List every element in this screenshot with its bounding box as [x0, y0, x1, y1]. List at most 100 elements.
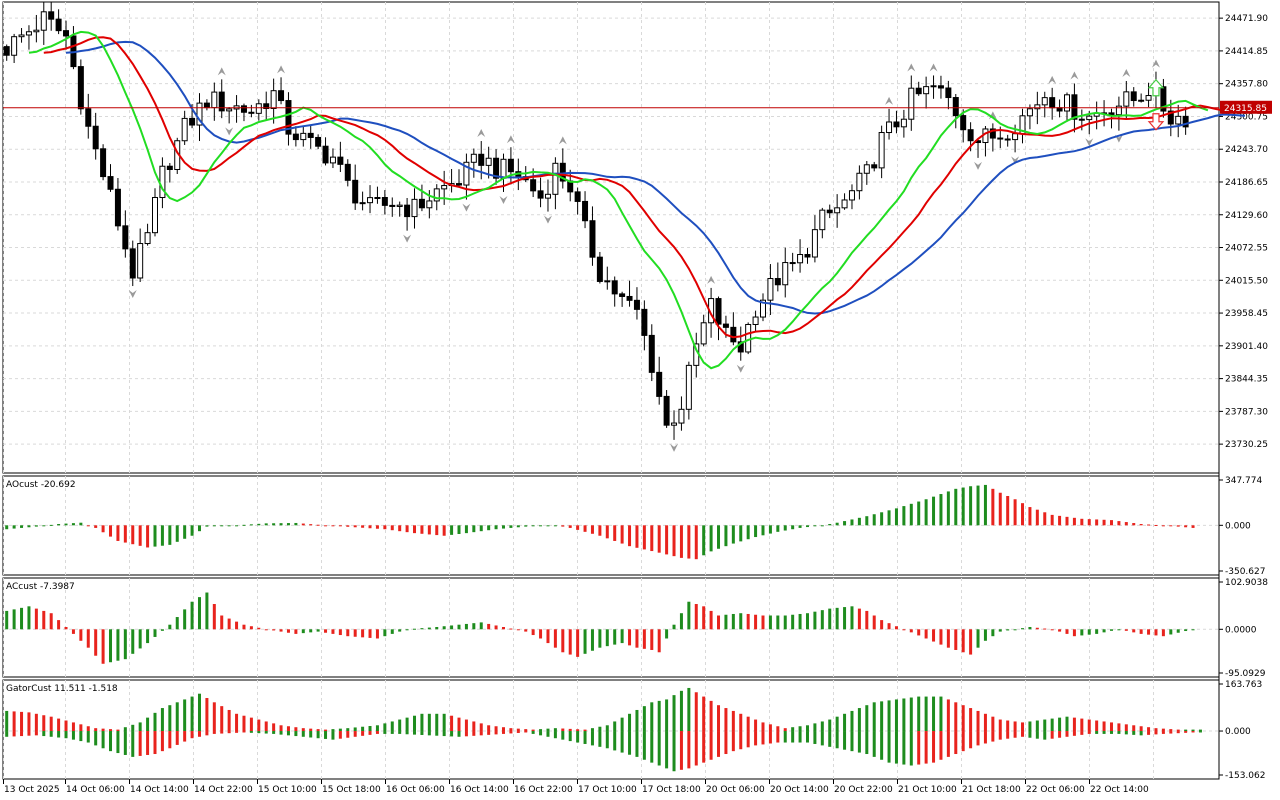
histogram-bar	[160, 525, 164, 546]
gator-lower-bar	[1139, 731, 1143, 736]
gator-lower-bar	[375, 731, 379, 734]
gator-lower-bar	[561, 731, 565, 740]
gator-upper-bar	[420, 713, 424, 732]
histogram-bar	[153, 525, 157, 547]
candle	[989, 128, 996, 139]
histogram-bar	[338, 629, 342, 636]
candle	[85, 108, 92, 127]
candle	[1123, 91, 1130, 107]
gator-upper-bar	[168, 705, 172, 732]
histogram-bar	[902, 629, 906, 631]
candle	[411, 198, 418, 218]
histogram-bar	[946, 629, 950, 648]
gator-upper-bar	[413, 715, 417, 732]
gator-lower-bar	[309, 731, 313, 738]
gator-upper-bar	[450, 715, 454, 732]
gator-upper-bar	[272, 723, 276, 732]
gator-lower-bar	[739, 731, 743, 750]
histogram-bar	[153, 629, 157, 637]
gator-lower-bar	[828, 731, 832, 747]
candle	[114, 188, 121, 227]
gator-upper-bar	[791, 727, 795, 732]
price-tick-label: 24414.85	[1225, 47, 1268, 57]
gator-lower-bar	[405, 731, 409, 735]
gator-lower-bar	[717, 731, 721, 757]
candle	[1034, 104, 1041, 110]
fractal-up-icon	[707, 275, 716, 284]
histogram-bar	[235, 525, 239, 527]
gator-lower-bar	[813, 731, 817, 744]
histogram-bar	[94, 525, 98, 528]
gator-upper-bar	[1028, 721, 1032, 732]
gator-upper-bar	[197, 693, 201, 732]
gator-upper-bar	[1065, 716, 1069, 732]
gator-lower-bar	[546, 731, 550, 737]
time-tick-label: 15 Oct 18:00	[322, 785, 381, 795]
candle	[967, 129, 974, 142]
gator-upper-bar	[361, 726, 365, 732]
gator-lower-bar	[687, 731, 691, 769]
candle	[426, 200, 433, 209]
gator-lower-bar	[501, 731, 505, 734]
candle	[507, 158, 514, 173]
gator-lower-bar	[71, 731, 75, 740]
histogram-bar	[1035, 627, 1039, 630]
fractal-down-icon	[1011, 156, 1020, 165]
gator-upper-bar	[672, 695, 676, 732]
histogram-bar	[880, 620, 884, 630]
histogram-bar	[264, 629, 268, 631]
histogram-bar	[368, 525, 372, 529]
histogram-bar	[909, 629, 913, 633]
histogram-bar	[457, 525, 461, 535]
histogram-bar	[805, 613, 809, 630]
histogram-bar	[1080, 518, 1084, 526]
histogram-bar	[583, 629, 587, 654]
price-tick-label: 23730.25	[1225, 440, 1268, 450]
candle	[55, 18, 62, 32]
candle	[1086, 115, 1093, 121]
gator-upper-bar	[628, 713, 632, 732]
histogram-bar	[435, 626, 439, 630]
gator-lower-bar	[576, 731, 580, 743]
gator-lower-bar	[531, 731, 535, 734]
histogram-bar	[665, 525, 669, 555]
gator-upper-bar	[116, 729, 120, 732]
gator-upper-bar	[902, 698, 906, 732]
gator-lower-bar	[642, 731, 646, 760]
histogram-bar	[917, 629, 921, 636]
histogram-bar	[657, 525, 661, 553]
gator-upper-bar	[405, 717, 409, 732]
candle	[663, 395, 670, 426]
gator-lower-bar	[131, 731, 135, 757]
candle	[789, 262, 796, 265]
histogram-bar	[116, 629, 120, 661]
gator-upper-bar	[976, 710, 980, 732]
gator-lower-bar	[872, 731, 876, 757]
fractal-down-icon	[499, 195, 508, 204]
candle	[329, 156, 336, 164]
gator-lower-bar	[783, 731, 787, 743]
histogram-bar	[1006, 629, 1010, 631]
histogram-bar	[42, 610, 46, 630]
histogram-bar	[309, 629, 313, 633]
candle	[144, 232, 151, 245]
histogram-bar	[420, 628, 424, 630]
histogram-bar	[754, 614, 758, 630]
histogram-bar	[739, 613, 743, 630]
histogram-bar	[932, 629, 936, 642]
gator-lower-bar	[1109, 731, 1113, 734]
gator-upper-bar	[598, 726, 602, 732]
gator-lower-bar	[413, 731, 417, 735]
histogram-bar	[857, 517, 861, 526]
histogram-bar	[138, 629, 142, 649]
gator-lower-bar	[190, 731, 194, 739]
histogram-bar	[642, 629, 646, 649]
time-tick-label: 16 Oct 14:00	[450, 785, 509, 795]
gator-lower-bar	[324, 731, 328, 739]
histogram-bar	[576, 629, 580, 657]
candle	[952, 97, 959, 117]
histogram-bar	[976, 485, 980, 526]
gator-upper-bar	[427, 713, 431, 732]
candle	[641, 308, 648, 336]
